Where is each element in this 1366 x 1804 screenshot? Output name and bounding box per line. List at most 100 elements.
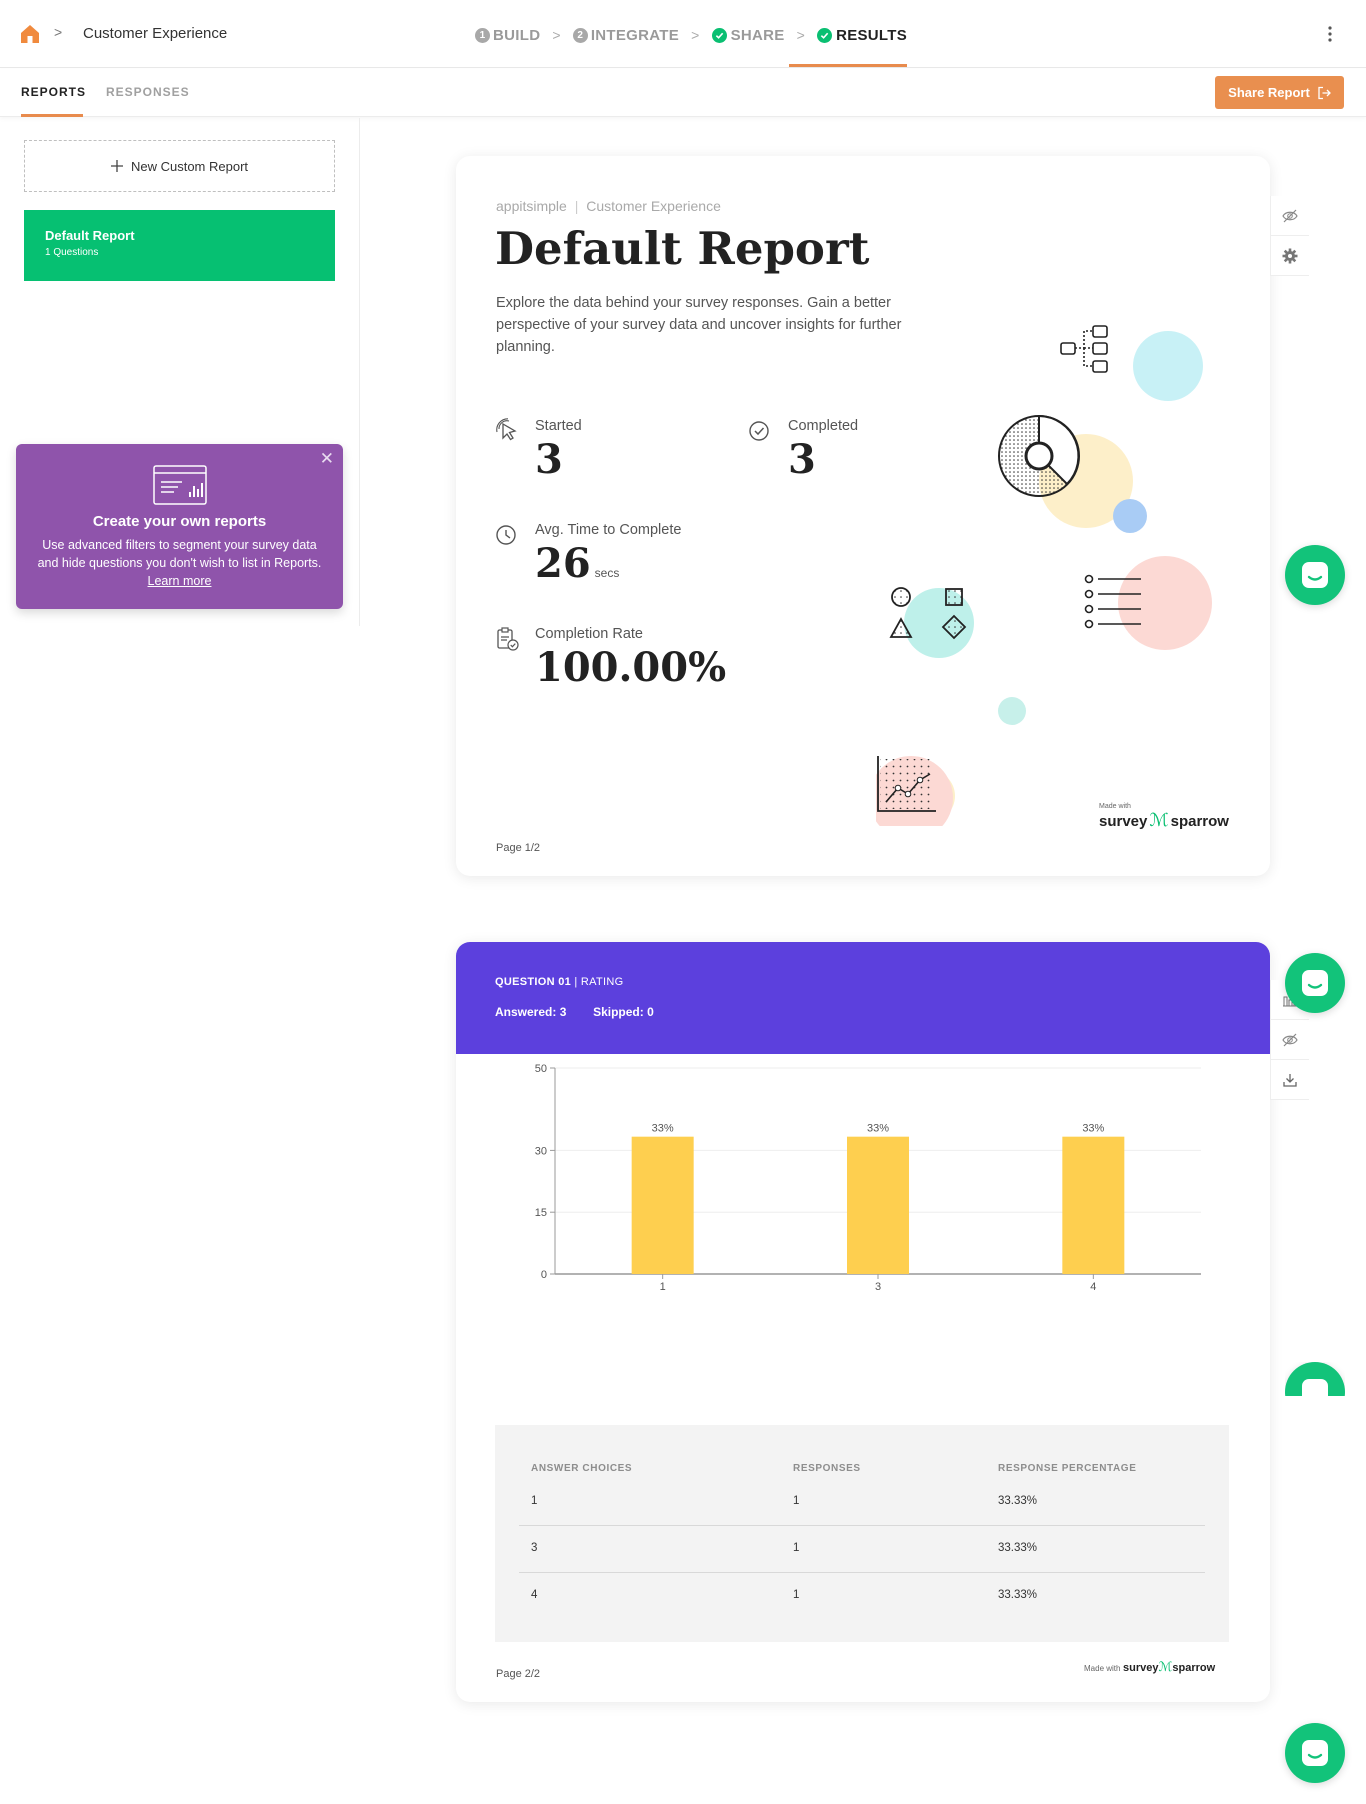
eye-off-icon [1282, 209, 1298, 222]
question-header: QUESTION 01 | RATING Answered: 3 Skipped… [456, 942, 1270, 1054]
metric-avg-time: Avg. Time to Complete 26 secs [495, 522, 795, 592]
chat-icon [1302, 1740, 1328, 1766]
report-org: appitsimple | Customer Experience [496, 198, 721, 214]
new-custom-report-button[interactable]: New Custom Report [24, 140, 335, 192]
eye-off-icon [1282, 1033, 1298, 1046]
step-integrate[interactable]: 2 INTEGRATE [572, 26, 680, 44]
pie-chart-icon [998, 414, 1080, 497]
check-circle-icon [749, 421, 769, 441]
x-tick-label: 1 [660, 1281, 666, 1293]
new-report-label: New Custom Report [130, 158, 249, 174]
answer-table: ANSWER CHOICES RESPONSES RESPONSE PERCEN… [495, 1425, 1229, 1642]
cell-percentage: 33.33% [998, 1542, 1038, 1554]
cell-percentage: 33.33% [998, 1495, 1038, 1507]
brand-mark-icon: ℳ [1149, 810, 1169, 830]
plus-icon [110, 160, 123, 172]
page-tools [1270, 196, 1309, 276]
breadcrumb-survey[interactable]: Customer Experience [83, 25, 228, 42]
brand-sparrow: sparrow [1170, 813, 1229, 830]
line-chart-icon [876, 756, 953, 826]
org-name: appitsimple [496, 198, 567, 214]
brand-sparrow: sparrow [1172, 1662, 1216, 1674]
bar-data-label: 33% [652, 1123, 674, 1135]
question-number: QUESTION 01 [495, 976, 572, 988]
chat-help-button[interactable] [1285, 1362, 1345, 1396]
chevron-right-icon: > [552, 27, 561, 43]
download-icon [1283, 1073, 1297, 1087]
avg-time-unit: secs [594, 566, 620, 580]
metric-value: 3 [788, 436, 816, 483]
metric-label: Avg. Time to Complete [535, 522, 682, 538]
home-icon[interactable] [18, 22, 42, 46]
close-icon[interactable]: ✕ [319, 449, 334, 468]
chat-help-button[interactable] [1285, 1723, 1345, 1783]
chat-icon [1302, 1379, 1328, 1396]
question-report-page: QUESTION 01 | RATING Answered: 3 Skipped… [456, 942, 1270, 1702]
y-tick-label: 30 [535, 1145, 547, 1157]
cell-choice: 4 [531, 1589, 538, 1601]
avg-time-value: 26 [535, 540, 591, 587]
col-header: RESPONSES [793, 1463, 861, 1474]
deco-circle [1133, 331, 1203, 401]
hide-page-button[interactable] [1271, 196, 1309, 236]
hide-question-button[interactable] [1271, 1020, 1309, 1060]
y-tick-label: 15 [535, 1207, 547, 1219]
cell-responses: 1 [793, 1589, 800, 1601]
brand-survey: survey [1099, 813, 1148, 830]
learn-more-link[interactable]: Learn more [147, 574, 212, 588]
metric-completed: Completed 3 [748, 418, 988, 488]
survey-name: Customer Experience [586, 198, 721, 214]
hierarchy-icon [1060, 325, 1108, 373]
tab-reports[interactable]: REPORTS [21, 85, 87, 99]
clock-icon [496, 525, 516, 545]
made-with-label: Made with [1099, 803, 1131, 810]
share-report-button[interactable]: Share Report [1215, 76, 1344, 109]
list-icon [1084, 574, 1141, 629]
bar [631, 1136, 694, 1274]
step-build[interactable]: 1 BUILD [475, 27, 540, 44]
brand-mark-icon: ℳ [1158, 1659, 1173, 1674]
page-number: Page 1/2 [496, 842, 541, 854]
promo-title: Create your own reports [92, 513, 267, 530]
custom-reports-promo: ✕ Create your own reports Use advanced f… [16, 444, 343, 609]
step-share[interactable]: SHARE [711, 27, 785, 44]
report-description: Explore the data behind your survey resp… [496, 295, 902, 355]
bar [1062, 1136, 1125, 1274]
deco-circle [998, 697, 1026, 725]
metric-completion-rate: Completion Rate 100.00% [495, 626, 795, 696]
tab-responses[interactable]: RESPONSES [106, 85, 190, 99]
report-title: Default Report [495, 222, 870, 275]
cell-choice: 3 [531, 1542, 538, 1554]
bar-data-label: 33% [1082, 1123, 1104, 1135]
gear-icon [1282, 248, 1298, 263]
chat-help-button-partial[interactable] [1285, 1362, 1345, 1396]
y-tick-label: 0 [541, 1269, 547, 1281]
workflow-steps: 1 BUILD > 2 INTEGRATE > SHARE > RESULTS [475, 22, 919, 48]
made-with-logo: Made with surveyℳsparrow [1084, 1659, 1215, 1675]
download-button[interactable] [1271, 1060, 1309, 1100]
more-options-icon[interactable] [1326, 24, 1334, 44]
step-label: RESULTS [836, 26, 908, 44]
chat-help-button[interactable] [1285, 953, 1345, 1013]
metric-value: 3 [535, 436, 563, 483]
step-number: 2 [572, 27, 588, 43]
col-header: ANSWER CHOICES [531, 1463, 633, 1474]
page-settings-button[interactable] [1271, 236, 1309, 276]
check-icon [711, 27, 727, 43]
top-bar: > Customer Experience 1 BUILD > 2 INTEGR… [0, 0, 1366, 68]
step-results[interactable]: RESULTS [817, 27, 907, 44]
question-type: RATING [580, 976, 624, 988]
chevron-right-icon: > [691, 27, 700, 43]
step-label: INTEGRATE [590, 26, 680, 44]
chevron-right-icon: > [54, 24, 63, 40]
chat-icon [1302, 970, 1328, 996]
x-tick-label: 4 [1090, 1281, 1096, 1293]
deco-circle [1113, 499, 1147, 533]
report-list-item[interactable]: Default Report 1 Questions [24, 210, 335, 281]
chat-help-button[interactable] [1285, 545, 1345, 605]
cell-choice: 1 [531, 1495, 538, 1507]
made-with-label: Made with [1084, 1664, 1121, 1673]
deco-circle [1118, 556, 1212, 650]
rating-bar-chart: 0 15 30 50 33% 1 33% 3 33% 4 [535, 1063, 1201, 1293]
